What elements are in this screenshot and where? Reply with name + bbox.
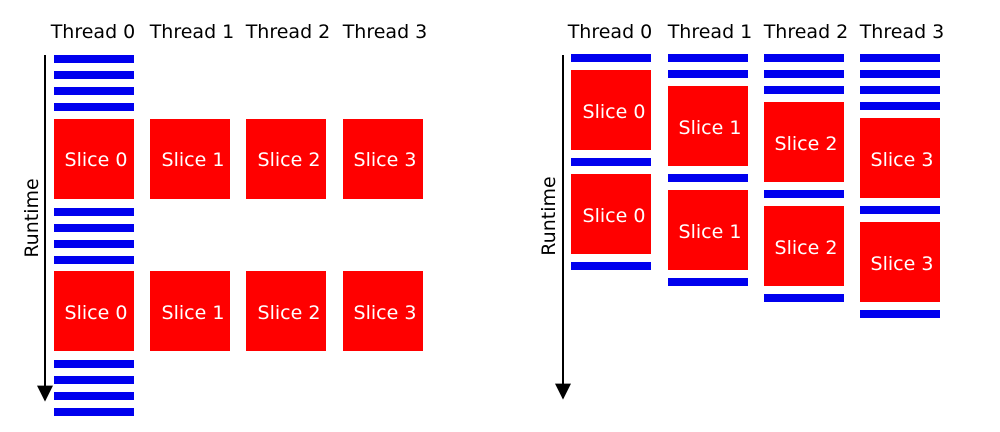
barrier-stripe [764, 190, 844, 198]
barrier-stripe [54, 360, 134, 368]
right-panel: Thread 0 Thread 1 Thread 2 Thread 3 Runt… [538, 21, 945, 400]
barrier-stripe [571, 262, 651, 270]
slice-block [54, 271, 134, 351]
slice-label: Slice 1 [679, 117, 742, 139]
barrier-stripe [764, 54, 844, 62]
barrier-stripe [764, 70, 844, 78]
slice-block [668, 190, 748, 270]
barrier-stripe [668, 278, 748, 286]
slice-block [764, 206, 844, 286]
barrier-stripe [571, 158, 651, 166]
barrier-stripe [54, 408, 134, 416]
barrier-stripe [764, 294, 844, 302]
left-thread-1-header: Thread 1 [149, 21, 235, 43]
left-thread-0-header: Thread 0 [50, 21, 136, 43]
slice-block [860, 118, 940, 198]
barrier-stripe [54, 87, 134, 95]
slice-block [668, 86, 748, 166]
slice-label: Slice 1 [162, 149, 225, 171]
slice-label: Slice 2 [258, 149, 321, 171]
right-thread-1-header: Thread 1 [667, 21, 753, 43]
left-runtime-label: Runtime [21, 178, 43, 257]
slice-label: Slice 3 [354, 149, 417, 171]
slice-block [571, 174, 651, 254]
barrier-stripe [860, 102, 940, 110]
slice-block [571, 70, 651, 150]
barrier-stripe [54, 55, 134, 63]
slice-block [246, 119, 326, 199]
left-thread-3-header: Thread 3 [342, 21, 428, 43]
left-panel: Thread 0 Thread 1 Thread 2 Thread 3 Runt… [21, 21, 427, 416]
slice-block [54, 119, 134, 199]
barrier-stripe [860, 310, 940, 318]
barrier-stripe [668, 54, 748, 62]
slice-label: Slice 0 [65, 302, 128, 324]
barrier-stripe [860, 70, 940, 78]
barrier-stripe [54, 208, 134, 216]
slice-block [150, 271, 230, 351]
slice-label: Slice 0 [583, 205, 646, 227]
barrier-stripe [571, 54, 651, 62]
barrier-stripe [54, 224, 134, 232]
barrier-stripe [860, 206, 940, 214]
right-thread-2-header: Thread 2 [763, 21, 849, 43]
right-thread-0-header: Thread 0 [567, 21, 653, 43]
slice-label: Slice 2 [258, 302, 321, 324]
right-thread-3-header: Thread 3 [859, 21, 945, 43]
slice-label: Slice 1 [162, 302, 225, 324]
slice-block [150, 119, 230, 199]
slice-block [343, 119, 423, 199]
left-thread-2-header: Thread 2 [245, 21, 331, 43]
slice-label: Slice 3 [871, 253, 934, 275]
barrier-stripe [668, 70, 748, 78]
barrier-stripe [54, 240, 134, 248]
barrier-stripe [860, 86, 940, 94]
barrier-stripe [764, 86, 844, 94]
slice-block [246, 271, 326, 351]
barrier-stripe [54, 103, 134, 111]
slice-label: Slice 3 [354, 302, 417, 324]
right-runtime-label: Runtime [538, 176, 560, 255]
slice-block [764, 102, 844, 182]
slice-label: Slice 2 [775, 237, 838, 259]
barrier-stripe [54, 392, 134, 400]
slice-label: Slice 2 [775, 133, 838, 155]
slice-block [860, 222, 940, 302]
slice-label: Slice 1 [679, 221, 742, 243]
barrier-stripe [54, 376, 134, 384]
barrier-stripe [54, 256, 134, 264]
barrier-stripe [668, 174, 748, 182]
barrier-stripe [860, 54, 940, 62]
slice-label: Slice 0 [583, 101, 646, 123]
barrier-stripe [54, 71, 134, 79]
slice-label: Slice 3 [871, 149, 934, 171]
slice-block [343, 271, 423, 351]
slice-label: Slice 0 [65, 149, 128, 171]
